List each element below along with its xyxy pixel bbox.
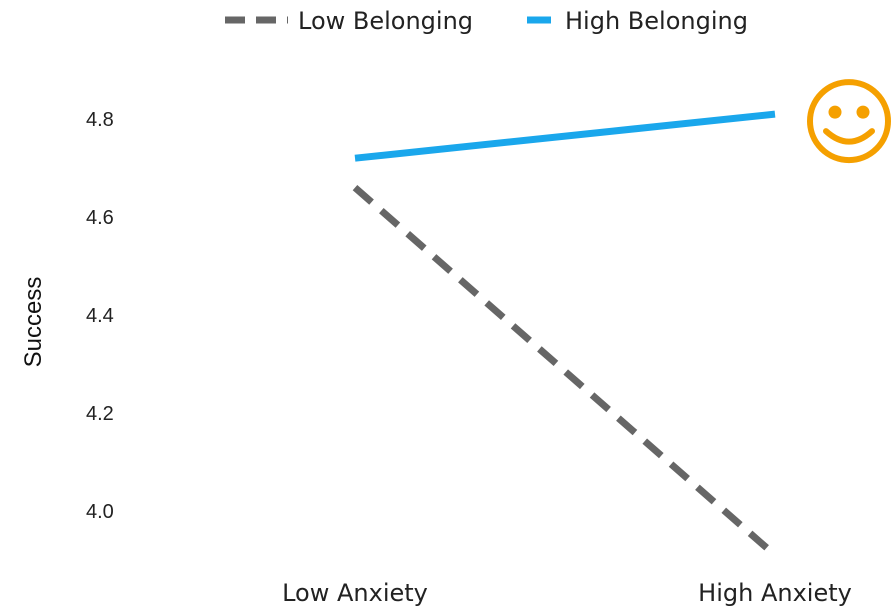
series-line-high-belonging xyxy=(354,110,776,162)
y-tick-label: 4.6 xyxy=(86,207,114,229)
x-axis-categories: Low Anxiety High Anxiety xyxy=(282,579,852,607)
y-tick-label: 4.2 xyxy=(86,403,114,425)
plot-area xyxy=(352,110,778,558)
y-axis-title: Success xyxy=(20,277,47,368)
legend-item-low-belonging: Low Belonging xyxy=(225,7,473,35)
x-category-label-high-anxiety: High Anxiety xyxy=(698,579,852,607)
legend-item-high-belonging: High Belonging xyxy=(527,7,748,35)
y-axis-ticks: 4.0 4.2 4.4 4.6 4.8 xyxy=(86,109,114,523)
y-tick-label: 4.8 xyxy=(86,109,114,131)
smiley-face-icon xyxy=(807,79,891,164)
y-tick-label: 4.0 xyxy=(86,501,114,523)
legend: Low Belonging High Belonging xyxy=(225,7,748,35)
legend-label-low-belonging: Low Belonging xyxy=(298,7,473,35)
legend-label-high-belonging: High Belonging xyxy=(565,7,748,35)
y-tick-label: 4.4 xyxy=(86,305,114,327)
series-line-low-belonging xyxy=(352,184,778,558)
x-category-label-low-anxiety: Low Anxiety xyxy=(282,579,428,607)
